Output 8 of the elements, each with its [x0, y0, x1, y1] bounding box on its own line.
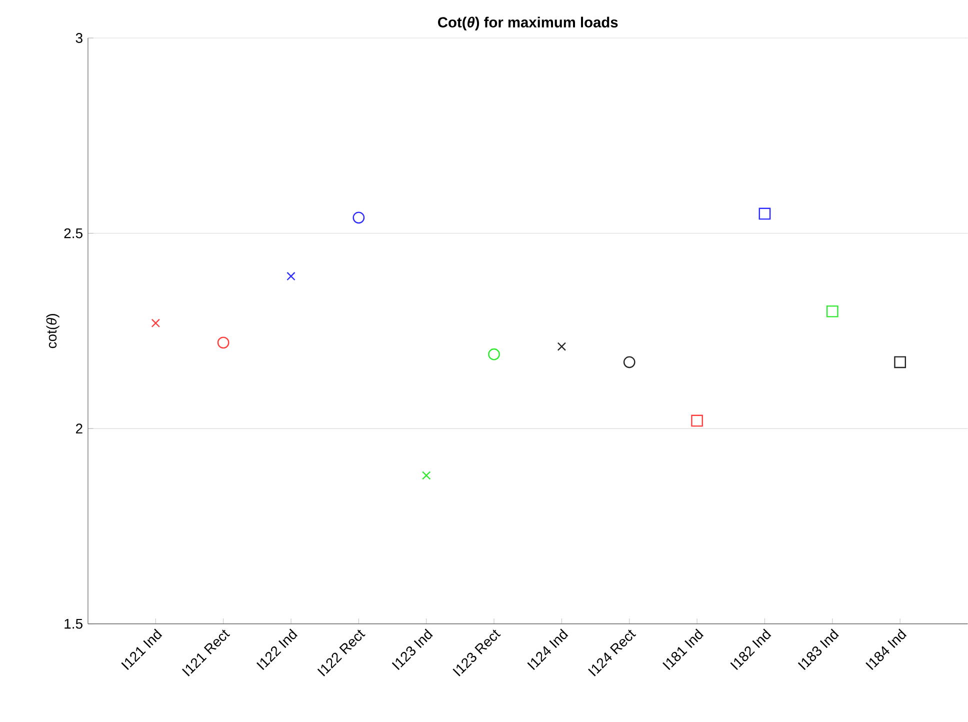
chart-title: Cot(θ) for maximum loads [438, 16, 618, 30]
y-tick-label: 2 [76, 424, 82, 434]
y-tick-label: 1.5 [64, 619, 82, 629]
y-tick-label: 2.5 [64, 228, 82, 238]
y-axis-title: cot(θ) [46, 314, 60, 348]
y-tick-label: 3 [76, 33, 82, 44]
x-tick-label: I121 Ind [121, 628, 162, 670]
x-tick-label: I181 Ind [662, 628, 704, 670]
